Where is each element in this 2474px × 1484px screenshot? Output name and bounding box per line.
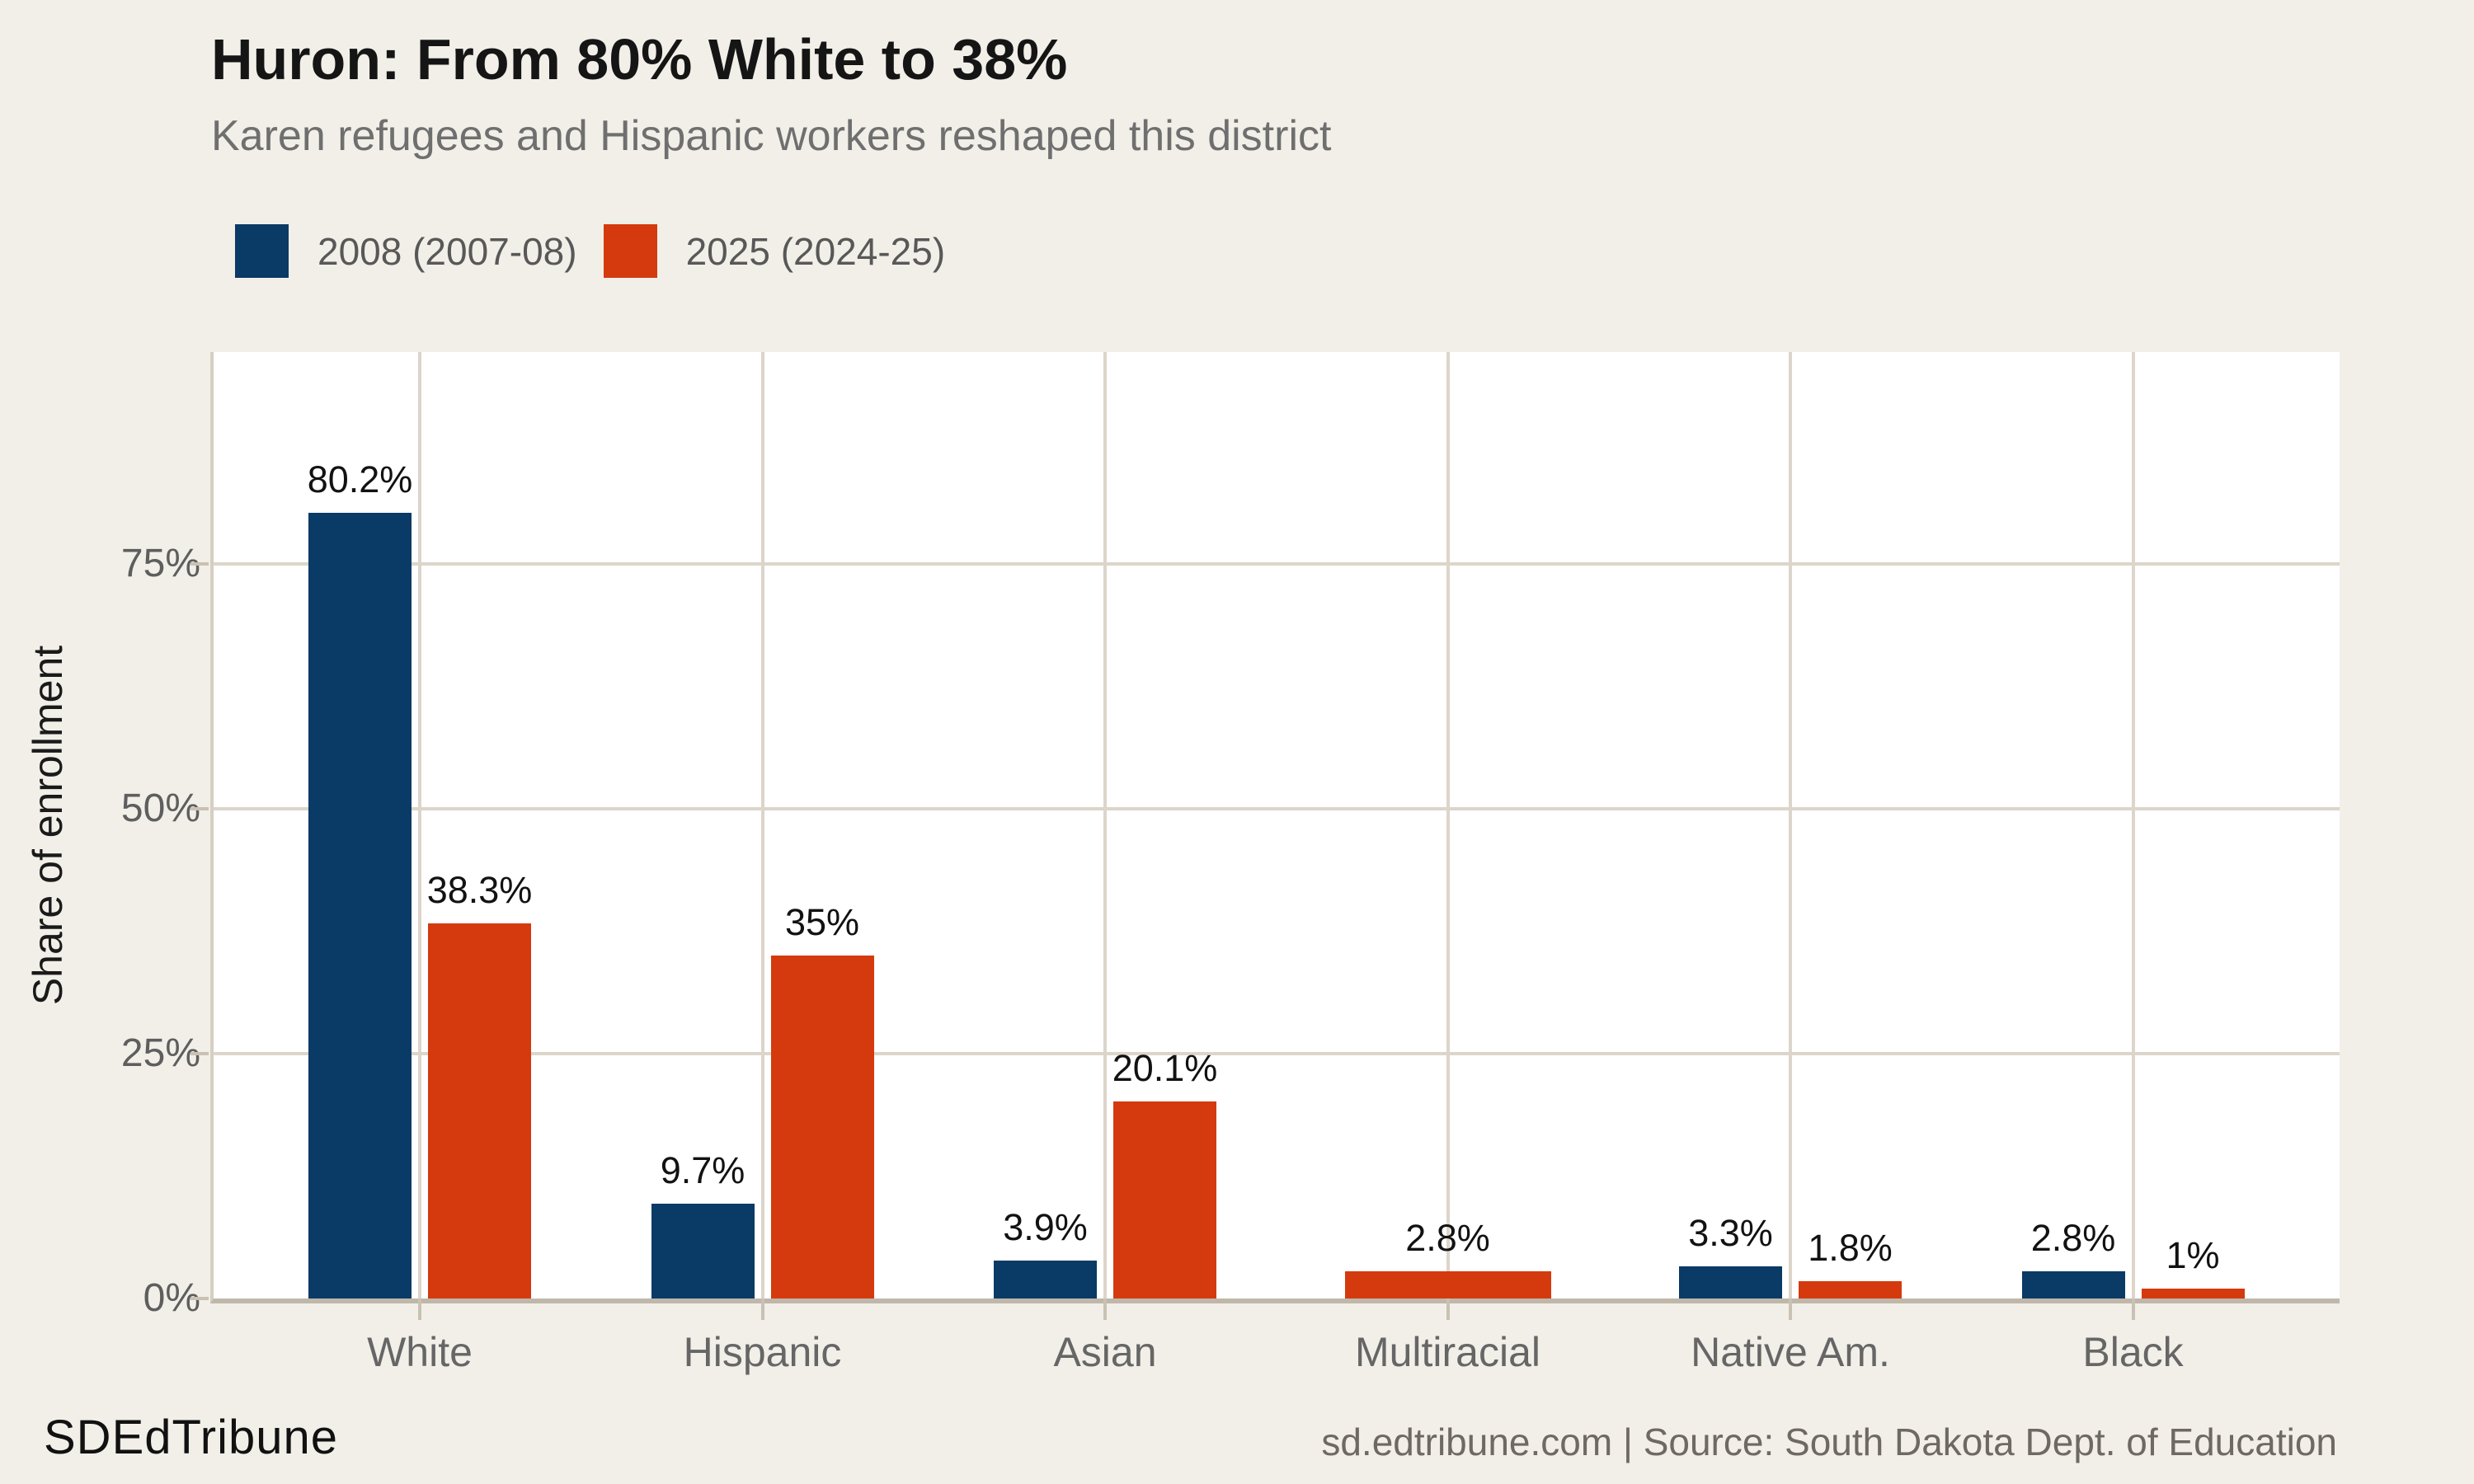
- bar-2025-black: [2141, 1289, 2245, 1298]
- y-tick-label: 75%: [120, 541, 200, 585]
- bar-value-label: 35%: [784, 901, 860, 944]
- legend-swatch-2008: [235, 224, 289, 278]
- legend-item-2025: 2025 (2024-25): [603, 224, 946, 278]
- bar-2008-black: [2021, 1270, 2125, 1298]
- bar-2008-white: [308, 512, 412, 1298]
- legend-item-2008: 2008 (2007-08): [235, 224, 577, 278]
- bar-2025-asian: [1113, 1101, 1216, 1298]
- bar-2025-hispanic: [770, 956, 874, 1298]
- y-tick-mark: [190, 1051, 209, 1055]
- bar-value-label: 2.8%: [1405, 1216, 1490, 1259]
- bar-value-label: 38.3%: [426, 868, 533, 911]
- page-title: Huron: From 80% White to 38%: [211, 27, 1068, 92]
- bar-2025-multiracial: [1344, 1270, 1551, 1298]
- x-category-label-white: White: [367, 1329, 473, 1375]
- bar-2008-hispanic: [651, 1203, 755, 1298]
- source-credit: sd.edtribune.com | Source: South Dakota …: [1321, 1421, 2337, 1463]
- chart-legend: 2008 (2007-08) 2025 (2024-25): [235, 224, 945, 278]
- y-tick-label: 50%: [120, 786, 200, 830]
- legend-label-2025: 2025 (2024-25): [685, 229, 946, 273]
- x-category-label-black: Black: [2082, 1329, 2184, 1375]
- gridline-vertical: [760, 352, 764, 1298]
- y-axis-title: Share of enrollment: [25, 645, 71, 1006]
- bar-2025-white: [428, 923, 531, 1298]
- x-category-label-multiracial: Multiracial: [1354, 1329, 1541, 1375]
- gridline-vertical: [1103, 352, 1107, 1298]
- bar-2008-asian: [994, 1260, 1097, 1298]
- bar-value-label: 1.8%: [1808, 1226, 1893, 1269]
- x-category-label-hispanic: Hispanic: [683, 1329, 842, 1375]
- y-tick-label: 0%: [143, 1276, 200, 1320]
- plot-area: 80.2% 9.7% 3.9% 3.3% 2.8% 38.3% 35% 20.1% 2.8% 1.…: [210, 352, 2340, 1303]
- gridline-horizontal: [214, 1051, 2340, 1055]
- bar-value-label: 3.9%: [1003, 1205, 1088, 1248]
- legend-label-2008: 2008 (2007-08): [317, 229, 577, 273]
- bar-value-label: 1%: [2166, 1234, 2220, 1277]
- x-category-label-asian: Asian: [1053, 1329, 1157, 1375]
- bar-2008-native-am-: [1679, 1266, 1782, 1298]
- x-tick-mark: [418, 1298, 421, 1320]
- gridline-vertical: [1446, 352, 1450, 1298]
- y-tick-mark: [190, 1297, 209, 1300]
- gridline-vertical: [418, 352, 421, 1298]
- bar-2025-native-am-: [1799, 1280, 1902, 1298]
- gridline-vertical: [1789, 352, 1792, 1298]
- bar-value-label: 9.7%: [660, 1148, 745, 1191]
- y-tick-mark: [190, 561, 209, 566]
- bar-value-label: 20.1%: [1112, 1047, 1218, 1090]
- x-category-label-native-am-: Native Am.: [1691, 1329, 1890, 1375]
- y-tick-mark: [190, 806, 209, 810]
- y-tick-label: 25%: [120, 1031, 200, 1075]
- gridline-horizontal: [214, 561, 2340, 566]
- gridline-horizontal: [214, 806, 2340, 810]
- bar-value-label: 80.2%: [307, 458, 413, 500]
- x-tick-mark: [1103, 1298, 1107, 1320]
- x-tick-mark: [1789, 1298, 1792, 1320]
- x-tick-mark: [1446, 1298, 1450, 1320]
- gridline-vertical: [2131, 352, 2135, 1298]
- x-tick-mark: [2131, 1298, 2135, 1320]
- page-subtitle: Karen refugees and Hispanic workers resh…: [211, 112, 1332, 160]
- legend-swatch-2025: [603, 224, 657, 278]
- bar-value-label: 2.8%: [2030, 1216, 2116, 1259]
- brand-logo-text: SDEdTribune: [44, 1411, 339, 1464]
- x-tick-mark: [760, 1298, 764, 1320]
- bar-value-label: 3.3%: [1688, 1211, 1773, 1254]
